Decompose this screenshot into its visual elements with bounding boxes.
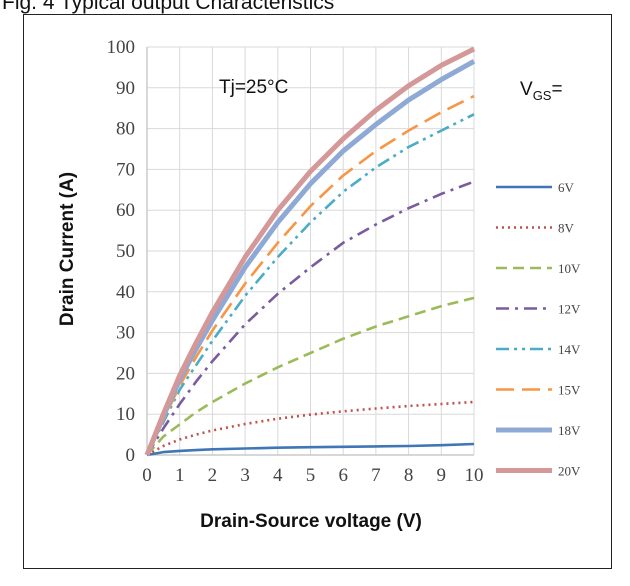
y-tick-label: 90 bbox=[116, 78, 135, 99]
series-line-14V bbox=[145, 113, 475, 456]
axes bbox=[146, 47, 474, 456]
x-tick-label: 8 bbox=[404, 465, 414, 486]
series-line-20V bbox=[144, 46, 476, 456]
legend-label-10V: 10V bbox=[558, 261, 581, 276]
series-line-10V bbox=[146, 296, 475, 456]
y-tick-label: 0 bbox=[126, 445, 136, 466]
x-tick-label: 6 bbox=[338, 465, 348, 486]
y-tick-label: 60 bbox=[116, 200, 135, 221]
series-line-6V bbox=[146, 442, 475, 457]
x-tick-label: 9 bbox=[437, 465, 447, 486]
legend-label-18V: 18V bbox=[558, 423, 581, 438]
x-tick-label: 4 bbox=[273, 465, 283, 486]
y-tick-label: 30 bbox=[116, 323, 135, 344]
y-tick-label: 20 bbox=[116, 363, 135, 384]
x-axis-title: Drain-Source voltage (V) bbox=[200, 511, 422, 532]
series-lines bbox=[144, 46, 476, 457]
series-line-8V bbox=[146, 400, 475, 457]
temperature-annotation: Tj=25°C bbox=[219, 77, 288, 98]
legend: 6V 8V 10V 12V 14V 15V 18V 20V bbox=[496, 180, 581, 479]
x-tick-label: 0 bbox=[142, 465, 152, 486]
y-tick-label: 70 bbox=[116, 159, 135, 180]
grid-lines bbox=[147, 46, 475, 455]
y-tick-label: 40 bbox=[116, 282, 135, 303]
x-tick-label: 1 bbox=[175, 465, 185, 486]
x-tick-label: 5 bbox=[306, 465, 316, 486]
x-tick-label: 10 bbox=[465, 465, 484, 486]
legend-label-15V: 15V bbox=[558, 383, 581, 398]
chart-frame: 0 1 2 3 4 5 6 7 8 9 10 0 10 20 30 40 50 60 70 80 90 100 6V 8V 1… bbox=[23, 14, 612, 569]
legend-label-20V: 20V bbox=[558, 464, 581, 479]
x-tick-label: 3 bbox=[240, 465, 250, 486]
x-tick-label: 2 bbox=[208, 465, 218, 486]
legend-label-12V: 12V bbox=[558, 302, 581, 317]
legend-label-8V: 8V bbox=[558, 221, 575, 236]
figure-caption: Fig. 4 Typical output Characteristics bbox=[2, 0, 335, 14]
legend-label-6V: 6V bbox=[558, 180, 575, 195]
y-tick-label: 50 bbox=[116, 241, 135, 262]
legend-title-subscript: GS bbox=[533, 88, 552, 103]
legend-label-14V: 14V bbox=[558, 342, 581, 357]
series-line-12V bbox=[145, 180, 475, 456]
x-tick-label: 7 bbox=[371, 465, 381, 486]
y-tick-label: 10 bbox=[116, 404, 135, 425]
series-line-15V bbox=[145, 94, 475, 456]
legend-title: VGS= bbox=[520, 79, 563, 103]
y-axis-title: Drain Current (A) bbox=[57, 172, 78, 326]
y-tick-label: 100 bbox=[107, 37, 136, 58]
y-tick-label: 80 bbox=[116, 119, 135, 140]
